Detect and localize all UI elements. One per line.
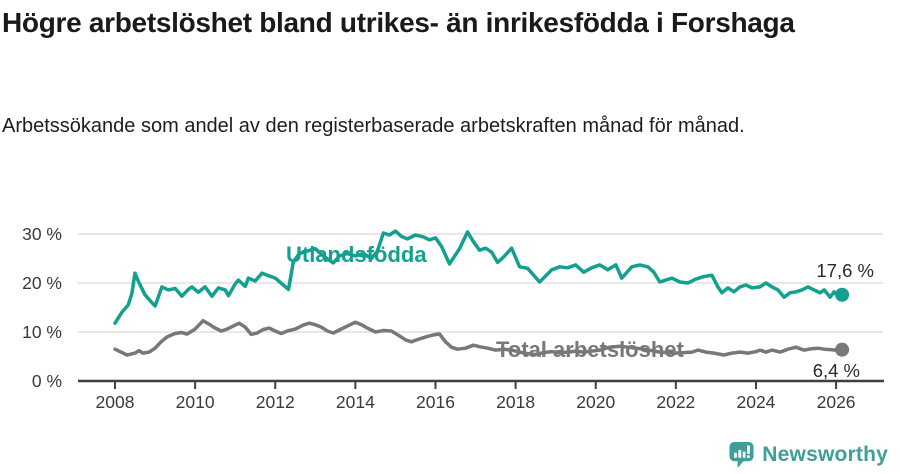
total-arbetsloshet-line [113, 318, 844, 357]
newsworthy-logo: Newsworthy [728, 440, 888, 469]
y-axis-tick-label: 10 % [22, 322, 62, 342]
line-chart: 0 % 10 % 20 % 30 % 2008 2010 2012 2014 2016 2018 2… [0, 205, 900, 455]
utlandsfodda-series-label: Utlandsfödda [286, 242, 427, 267]
x-axis-tick-label: 2016 [416, 392, 455, 412]
newsworthy-speech-bubble-bars-icon [728, 440, 755, 469]
x-axis-tick-label: 2008 [96, 392, 135, 412]
line-chart-svg: 0 % 10 % 20 % 30 % 2008 2010 2012 2014 2016 2018 2… [22, 224, 884, 412]
x-axis-tick-label: 2014 [336, 392, 375, 412]
x-axis-tick-label: 2012 [256, 392, 295, 412]
newsworthy-logo-text: Newsworthy [762, 442, 888, 466]
series-end-dot [835, 287, 850, 302]
utlandsfodda-line [113, 229, 844, 325]
chart-title: Högre arbetslöshet bland utrikes- än inr… [2, 7, 795, 38]
x-axis-tick-label: 2010 [176, 392, 215, 412]
y-axis-tick-label: 20 % [22, 273, 62, 293]
total-arbetsloshet-series-label: Total arbetslöshet [496, 337, 685, 362]
x-axis-tick-label: 2024 [736, 392, 775, 412]
chart-subtitle: Arbetssökande som andel av den registerb… [2, 115, 745, 137]
x-axis-tick-label: 2020 [576, 392, 615, 412]
y-axis-tick-label: 30 % [22, 224, 62, 244]
y-axis-tick-label: 0 % [32, 371, 62, 391]
x-axis-tick-label: 2026 [817, 392, 856, 412]
series-end-dot [835, 342, 850, 357]
utlandsfodda-end-value-label: 17,6 % [816, 260, 874, 281]
x-axis-tick-label: 2018 [496, 392, 535, 412]
x-axis-tick-label: 2022 [656, 392, 695, 412]
total-arbetsloshet-end-value-label: 6,4 % [813, 360, 860, 381]
